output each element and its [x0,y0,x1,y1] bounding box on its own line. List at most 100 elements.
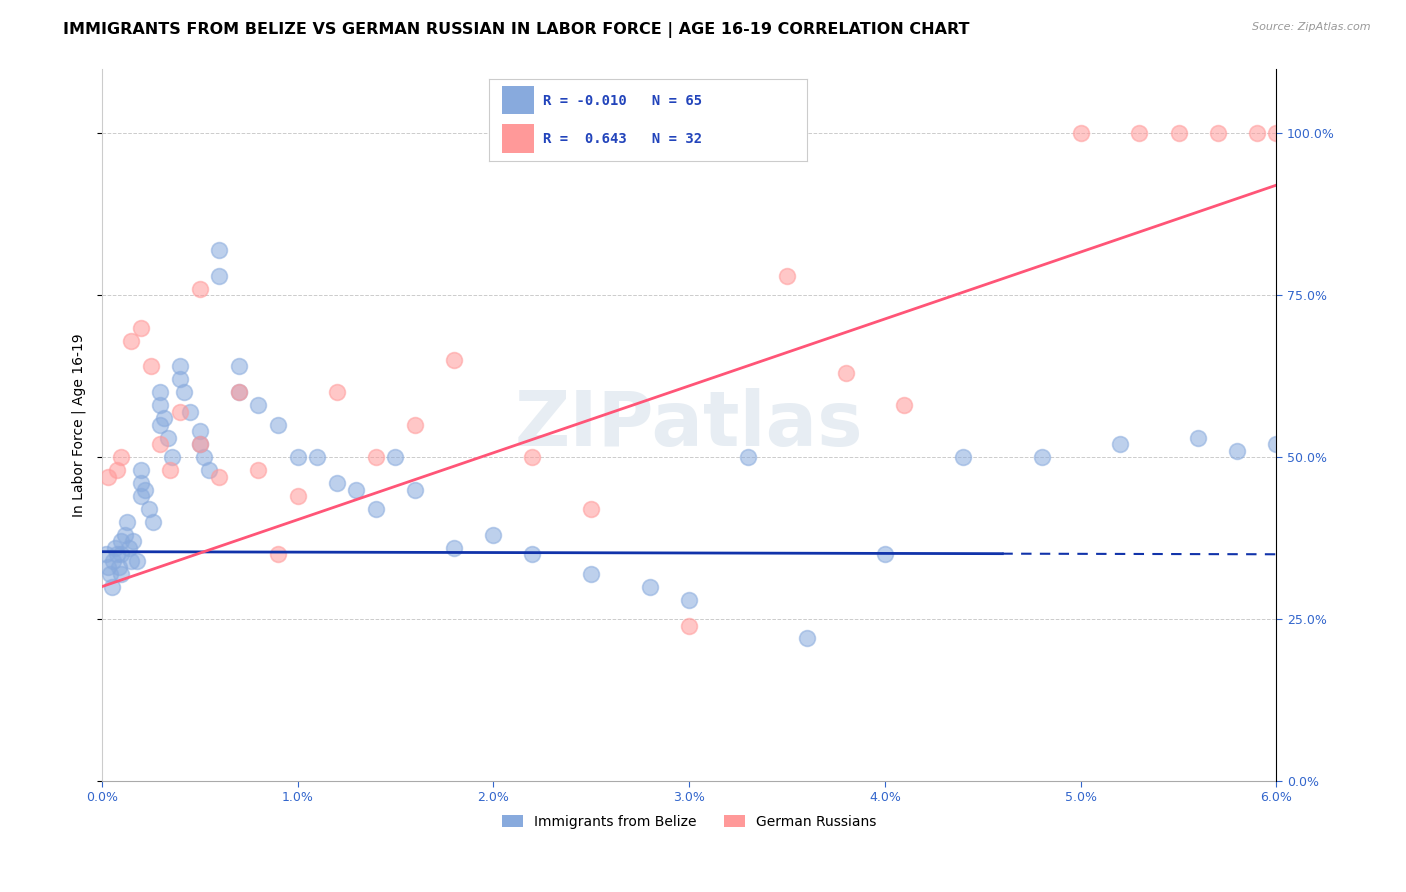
Point [110,450,132,464]
Point [1070,126,1092,140]
Point [100,580,122,594]
Point [105,463,128,477]
Point [776,268,799,283]
Point [159,463,181,477]
Point [139,359,162,374]
Point [142,515,165,529]
Point [198,463,221,477]
Point [149,385,172,400]
Point [678,592,700,607]
Point [97,469,120,483]
Point [129,463,152,477]
Point [287,489,309,503]
Point [157,431,180,445]
Point [247,398,270,412]
Point [110,547,132,561]
Point [307,450,329,464]
Point [228,359,250,374]
Point [364,502,387,516]
Point [1206,126,1229,140]
Text: Source: ZipAtlas.com: Source: ZipAtlas.com [1253,22,1371,32]
Point [129,489,152,503]
Point [228,385,250,400]
Point [138,502,160,516]
Point [443,541,465,555]
Point [149,398,172,412]
Point [188,437,211,451]
Point [1031,450,1053,464]
Point [104,541,127,555]
Point [125,554,148,568]
Point [579,566,602,581]
Point [134,483,156,497]
Point [1108,437,1130,451]
Point [188,282,211,296]
Point [98,566,121,581]
Point [579,502,602,516]
Point [129,320,152,334]
Point [1167,126,1189,140]
Point [122,534,145,549]
Point [737,450,759,464]
Point [169,359,191,374]
Point [94,547,117,561]
Point [1265,437,1288,451]
Text: IMMIGRANTS FROM BELIZE VS GERMAN RUSSIAN IN LABOR FORCE | AGE 16-19 CORRELATION : IMMIGRANTS FROM BELIZE VS GERMAN RUSSIAN… [63,22,970,38]
Point [384,450,406,464]
Point [105,547,128,561]
Point [149,437,172,451]
Point [952,450,974,464]
Point [120,334,142,348]
Point [208,268,231,283]
Point [1187,431,1209,445]
Point [160,450,183,464]
Point [443,353,465,368]
Point [97,560,120,574]
Point [678,618,700,632]
Point [1246,126,1268,140]
Point [120,554,142,568]
Point [108,560,131,574]
Point [208,469,231,483]
Point [228,385,250,400]
Point [325,385,347,400]
Point [835,366,858,380]
Point [208,243,231,257]
Point [796,632,818,646]
Point [173,385,195,400]
Point [188,424,211,438]
Point [522,547,544,561]
Point [364,450,387,464]
Point [114,528,136,542]
Point [169,372,191,386]
Point [522,450,544,464]
Point [404,417,426,432]
Point [344,483,367,497]
Point [325,476,347,491]
Point [169,405,191,419]
Point [179,405,201,419]
Point [110,534,132,549]
Point [115,515,138,529]
Point [1265,126,1288,140]
Point [118,541,141,555]
Point [1128,126,1150,140]
Point [103,554,125,568]
Point [873,547,896,561]
Point [267,417,290,432]
Point [129,476,152,491]
Point [267,547,290,561]
Point [110,566,132,581]
Point [893,398,915,412]
Point [149,417,172,432]
Point [247,463,270,477]
Y-axis label: In Labor Force | Age 16-19: In Labor Force | Age 16-19 [72,333,86,516]
Point [404,483,426,497]
Legend: Immigrants from Belize, German Russians: Immigrants from Belize, German Russians [496,809,882,835]
Point [153,411,176,425]
Point [1226,443,1249,458]
Point [638,580,661,594]
Point [188,437,211,451]
Point [193,450,215,464]
Point [287,450,309,464]
